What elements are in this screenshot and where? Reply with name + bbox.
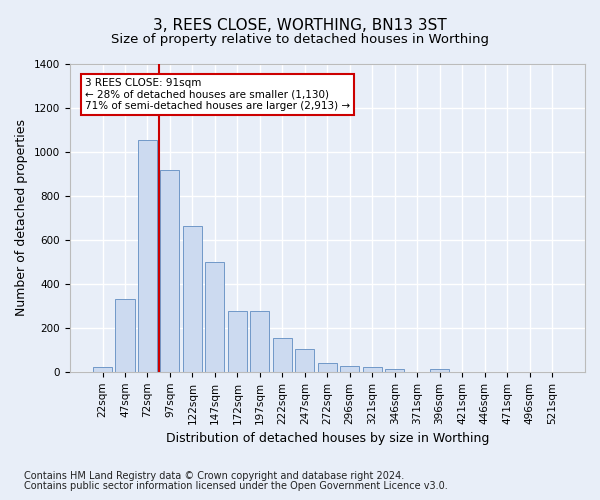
Bar [250,312,269,372]
Bar [115,300,134,372]
Bar [138,140,157,372]
Bar [340,366,359,372]
Bar [430,369,449,372]
Text: Size of property relative to detached houses in Worthing: Size of property relative to detached ho… [111,32,489,46]
Bar [205,262,224,372]
Bar [362,368,382,372]
Bar [93,367,112,372]
Bar [183,226,202,372]
Bar [385,368,404,372]
Text: 3 REES CLOSE: 91sqm
← 28% of detached houses are smaller (1,130)
71% of semi-det: 3 REES CLOSE: 91sqm ← 28% of detached ho… [85,78,350,111]
Bar [318,364,337,372]
Bar [295,348,314,372]
Bar [160,170,179,372]
Y-axis label: Number of detached properties: Number of detached properties [15,120,28,316]
X-axis label: Distribution of detached houses by size in Worthing: Distribution of detached houses by size … [166,432,489,445]
Bar [273,338,292,372]
Text: Contains HM Land Registry data © Crown copyright and database right 2024.: Contains HM Land Registry data © Crown c… [24,471,404,481]
Text: Contains public sector information licensed under the Open Government Licence v3: Contains public sector information licen… [24,481,448,491]
Bar [228,312,247,372]
Text: 3, REES CLOSE, WORTHING, BN13 3ST: 3, REES CLOSE, WORTHING, BN13 3ST [153,18,447,32]
